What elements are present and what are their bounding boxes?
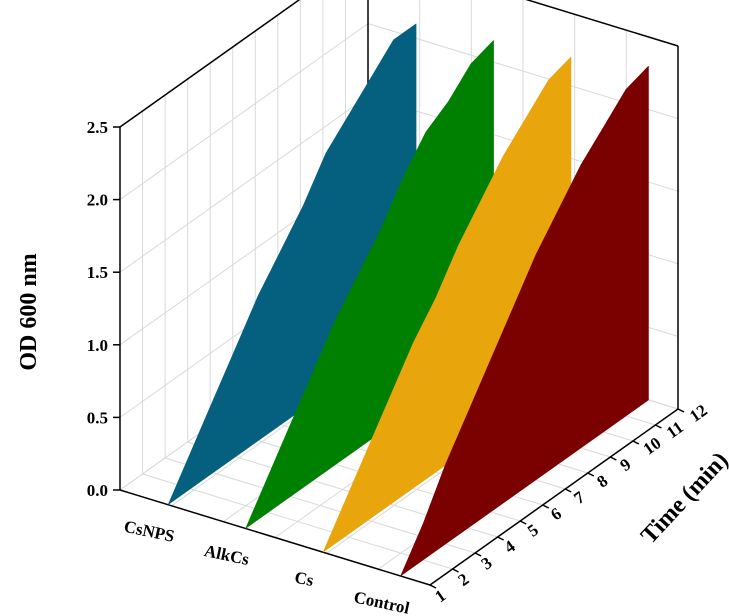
time-tick-mark (452, 568, 459, 573)
z-tick-label: 0.0 (87, 481, 108, 500)
z-tick-label: 2.0 (87, 191, 108, 210)
series-ribbon-control (400, 65, 649, 577)
time-tick-label: 2 (455, 569, 473, 589)
series-layer (167, 23, 649, 577)
left-top-edge (119, 0, 301, 128)
z-axis-title: OD 600 nm (16, 253, 42, 370)
time-tick-label: 7 (570, 487, 588, 508)
left-wall-gridline (119, 95, 369, 273)
back-top-edge (525, 0, 679, 47)
time-tick-mark (564, 488, 572, 493)
right-floor-edge (429, 408, 679, 586)
time-tick-mark (542, 504, 550, 509)
time-tick-mark (474, 552, 482, 557)
time-tick-mark (655, 424, 662, 429)
z-tick-label: 1.5 (87, 263, 108, 282)
time-tick-label: 1 (431, 586, 449, 606)
time-tick-label: 6 (547, 504, 565, 524)
time-tick-mark (497, 536, 504, 541)
time-tick-label: 9 (617, 455, 635, 475)
time-tick-mark (677, 408, 685, 413)
time-tick-mark (587, 472, 595, 477)
time-tick-label: 11 (663, 417, 687, 442)
time-tick-mark (610, 456, 617, 461)
left-wall-gridline (119, 0, 300, 128)
category-label: AlkCs (203, 541, 252, 569)
time-tick-mark (632, 440, 640, 445)
z-tick-label: 1.0 (87, 336, 108, 355)
time-tick-label: 8 (593, 471, 611, 491)
category-label: Cs (293, 568, 316, 591)
category-label: Control (352, 587, 411, 616)
time-tick-label: 3 (478, 553, 496, 573)
time-tick-mark (519, 520, 527, 525)
z-tick-label: 2.5 (87, 118, 108, 137)
time-tick-label: 12 (686, 401, 711, 426)
time-axis-title: Time (min) (636, 447, 729, 549)
z-tick-label: 0.5 (87, 408, 108, 427)
category-label: CsNPS (122, 517, 176, 546)
time-tick-label: 4 (501, 536, 519, 557)
time-tick-mark (429, 584, 437, 589)
front-floor-edge (119, 489, 431, 586)
time-tick-label: 10 (640, 433, 665, 458)
left-wall-gridline (119, 23, 369, 201)
time-tick-label: 5 (524, 520, 542, 540)
